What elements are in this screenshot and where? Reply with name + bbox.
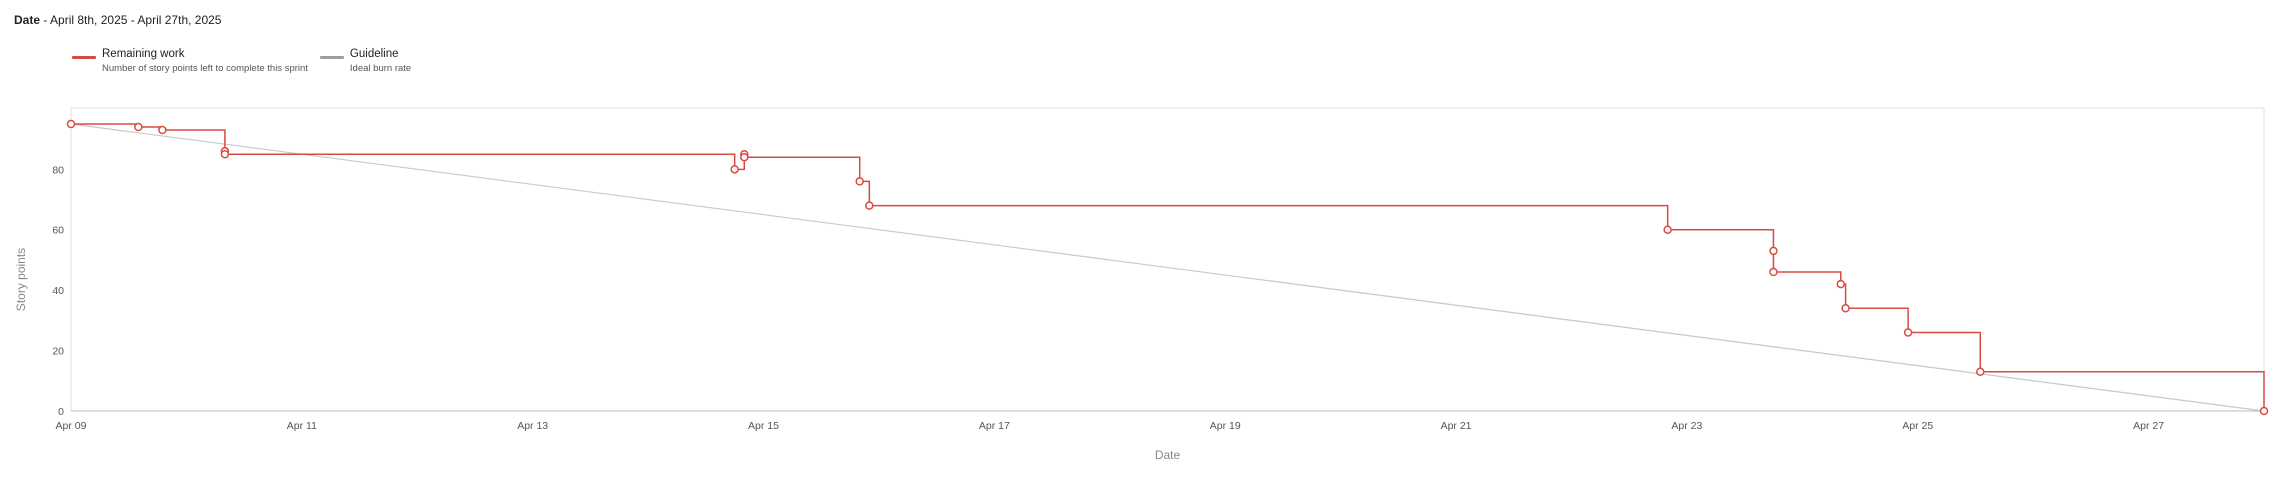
legend-description: Ideal burn rate [349, 63, 412, 74]
chart-legend: Remaining work Number of story points le… [72, 48, 411, 74]
remaining-work-point [1903, 328, 1913, 337]
y-tick-label: 0 [58, 406, 64, 418]
legend-description: Number of story points left to complete … [102, 63, 308, 74]
y-tick-label: 40 [52, 285, 64, 297]
date-label: Date [14, 13, 41, 27]
legend-item-guideline[interactable]: Guideline Ideal burn rate [319, 48, 412, 74]
remaining-work-point [1769, 267, 1778, 277]
remaining-work-point [220, 149, 230, 159]
remaining-work-point [1841, 304, 1850, 313]
x-tick-label: Apr 17 [979, 420, 1010, 432]
legend-name: Remaining work [102, 48, 185, 60]
remaining-work-point [2259, 406, 2269, 416]
y-tick-label: 80 [52, 164, 64, 176]
plot-area [70, 107, 2265, 412]
x-tick-label: Apr 09 [56, 420, 87, 432]
x-tick-label: Apr 15 [748, 420, 779, 432]
remaining-work-point [1976, 367, 1985, 376]
date-separator: - [43, 13, 51, 27]
y-axis-title: Story points [14, 248, 28, 311]
remaining-work-point [1663, 225, 1672, 234]
remaining-work-swatch [72, 56, 96, 59]
remaining-work-point [730, 165, 739, 174]
remaining-work-point [158, 125, 167, 135]
x-axis-title: Date [1155, 448, 1181, 462]
x-tick-label: Apr 21 [1441, 420, 1472, 432]
legend-item-remaining-work[interactable]: Remaining work Number of story points le… [72, 48, 308, 74]
x-tick-label: Apr 25 [1902, 420, 1933, 432]
x-tick-label: Apr 19 [1210, 420, 1241, 432]
y-tick-label: 20 [52, 346, 64, 358]
guideline-swatch [319, 56, 344, 59]
x-tick-label: Apr 13 [517, 420, 548, 432]
guideline-series [70, 123, 2265, 412]
date-range-value: April 8th, 2025 - April 27th, 2025 [50, 13, 222, 27]
remaining-work-point [740, 152, 749, 162]
x-tick-label: Apr 11 [287, 420, 317, 432]
remaining-work-series [71, 123, 2265, 411]
remaining-work-point [865, 201, 874, 210]
remaining-work-point [66, 119, 76, 129]
date-range-header: Date - April 8th, 2025 - April 27th, 202… [14, 13, 221, 27]
remaining-work-point [134, 122, 143, 132]
x-tick-label: Apr 27 [2133, 420, 2164, 432]
remaining-work-point [1836, 279, 1846, 289]
remaining-work-point [855, 177, 864, 186]
legend-name: Guideline [349, 48, 399, 60]
remaining-work-point [1769, 246, 1778, 256]
x-tick-label: Apr 23 [1671, 420, 1702, 432]
y-tick-label: 60 [52, 225, 64, 237]
